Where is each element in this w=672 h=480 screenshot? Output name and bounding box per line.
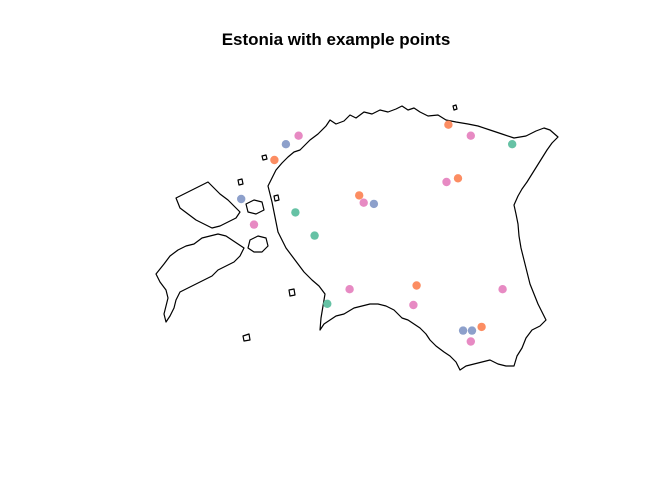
islet-outline	[452, 104, 458, 111]
map-point-group-4	[345, 285, 354, 294]
points-layer	[237, 120, 517, 346]
islet-outline	[237, 178, 244, 186]
map-point-group-2	[355, 191, 364, 200]
map-point-group-4	[466, 131, 475, 140]
map-title: Estonia with example points	[221, 30, 451, 49]
map-point-group-4	[249, 220, 259, 229]
map-point-group-2	[444, 120, 453, 129]
saaremaa-outline	[155, 233, 245, 323]
map-point-group-3	[458, 326, 468, 335]
hiiumaa-outline	[175, 181, 241, 229]
map-point-group-2	[412, 281, 421, 290]
islet-outline	[273, 194, 280, 202]
map-point-group-3	[237, 194, 246, 204]
map-point-group-4	[442, 177, 451, 187]
map-point-group-1	[291, 208, 300, 217]
map-point-group-2	[270, 155, 279, 165]
map-point-group-3	[467, 326, 477, 335]
map-outline-group	[155, 104, 559, 371]
map-point-group-4	[498, 285, 507, 294]
map-point-group-4	[466, 337, 475, 346]
vormsi-outline	[245, 199, 265, 215]
islet-outline	[288, 288, 296, 297]
map-point-group-1	[310, 231, 319, 240]
islet-outline	[261, 154, 268, 161]
islet-outline	[242, 333, 251, 342]
map-point-group-2	[453, 174, 463, 183]
map-point-group-1	[323, 299, 332, 308]
map-point-group-4	[294, 131, 303, 140]
map-point-group-3	[281, 140, 291, 149]
mainland-outline	[267, 105, 559, 371]
map-point-group-2	[477, 322, 486, 332]
muhu-outline	[247, 235, 269, 253]
map-point-group-4	[359, 198, 368, 207]
map-point-group-1	[508, 140, 517, 149]
map-point-group-3	[369, 199, 379, 209]
map-point-group-4	[409, 300, 418, 310]
